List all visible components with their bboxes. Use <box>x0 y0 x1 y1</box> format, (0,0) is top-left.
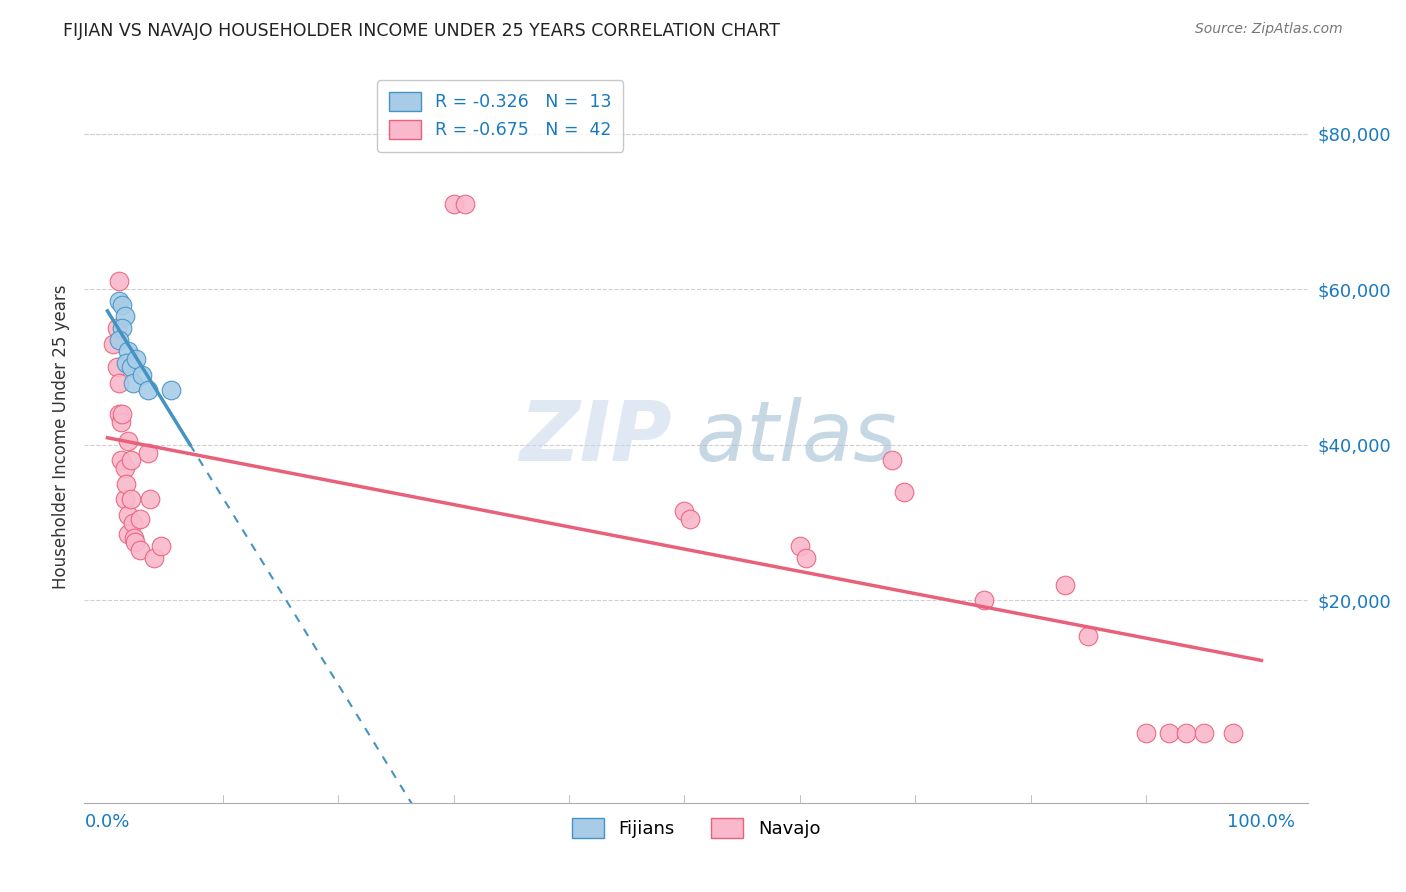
Point <box>882 453 904 467</box>
Point <box>103 336 125 351</box>
Point <box>1192 725 1215 739</box>
Point <box>114 461 136 475</box>
Text: Source: ZipAtlas.com: Source: ZipAtlas.com <box>1195 22 1343 37</box>
Point <box>131 368 153 382</box>
Point <box>117 527 139 541</box>
Legend: Fijians, Navajo: Fijians, Navajo <box>564 811 828 845</box>
Point <box>673 504 696 518</box>
Point <box>111 321 134 335</box>
Point <box>679 512 702 526</box>
Point <box>1077 628 1099 642</box>
Point <box>1222 725 1244 739</box>
Point <box>1159 725 1181 739</box>
Point <box>114 310 136 324</box>
Point <box>121 376 143 390</box>
Point <box>128 542 150 557</box>
Point <box>117 508 139 522</box>
Point <box>789 539 811 553</box>
Point <box>1135 725 1157 739</box>
Point <box>136 384 159 398</box>
Point <box>149 539 172 553</box>
Point <box>108 407 131 421</box>
Point <box>125 352 148 367</box>
Point <box>108 376 131 390</box>
Point <box>1175 725 1198 739</box>
Text: atlas: atlas <box>696 397 897 477</box>
Point <box>115 476 138 491</box>
Point <box>108 333 131 347</box>
Point <box>454 196 477 211</box>
Point <box>120 359 142 374</box>
Point <box>139 492 162 507</box>
Point <box>108 275 131 289</box>
Point <box>122 531 145 545</box>
Text: FIJIAN VS NAVAJO HOUSEHOLDER INCOME UNDER 25 YEARS CORRELATION CHART: FIJIAN VS NAVAJO HOUSEHOLDER INCOME UNDE… <box>63 22 780 40</box>
Point <box>117 344 139 359</box>
Point <box>111 298 134 312</box>
Point <box>114 492 136 507</box>
Point <box>1054 578 1077 592</box>
Point <box>117 434 139 448</box>
Point <box>124 535 146 549</box>
Point <box>160 384 183 398</box>
Point <box>443 196 465 211</box>
Point <box>120 453 142 467</box>
Point <box>115 356 138 370</box>
Point <box>794 550 817 565</box>
Y-axis label: Householder Income Under 25 years: Householder Income Under 25 years <box>52 285 70 590</box>
Point <box>110 415 132 429</box>
Point <box>111 407 134 421</box>
Point <box>121 516 143 530</box>
Point <box>136 445 159 459</box>
Point <box>105 321 128 335</box>
Text: ZIP: ZIP <box>519 397 672 477</box>
Point <box>893 484 915 499</box>
Point <box>973 593 995 607</box>
Point <box>120 492 142 507</box>
Point <box>110 453 132 467</box>
Point <box>105 359 128 374</box>
Point <box>128 512 150 526</box>
Point <box>108 293 131 308</box>
Point <box>142 550 165 565</box>
